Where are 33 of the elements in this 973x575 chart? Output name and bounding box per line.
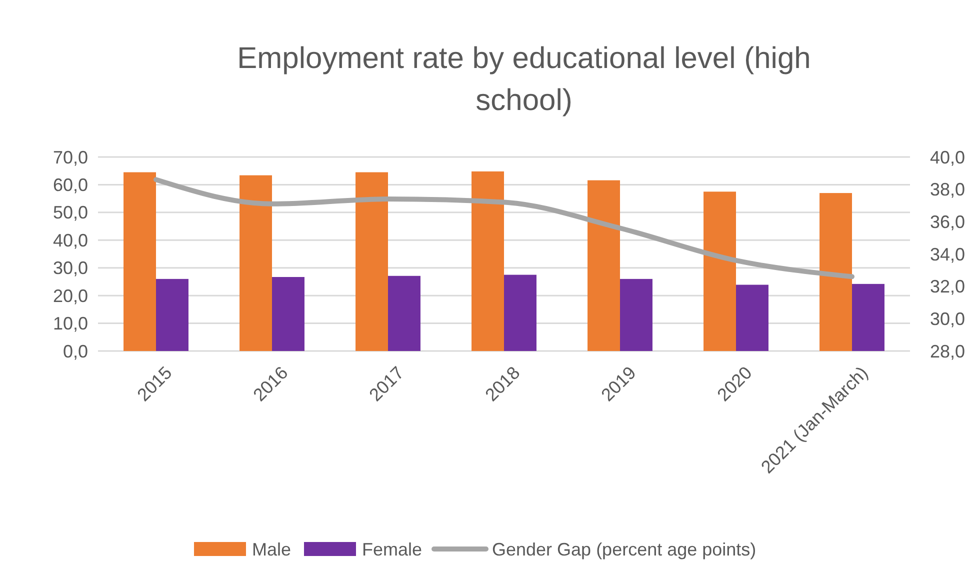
- bar: [820, 193, 852, 351]
- bar: [588, 180, 620, 351]
- bar: [156, 278, 188, 351]
- y2-tick-label: 32,0: [930, 276, 966, 297]
- bar: [356, 172, 388, 351]
- y-tick-label: 10,0: [52, 314, 88, 334]
- y-tick-label: 50,0: [52, 202, 88, 223]
- y2-tick-label: 28,0: [930, 341, 966, 362]
- y2-tick-label: 34,0: [930, 244, 966, 264]
- bar: [504, 274, 536, 351]
- bar: [736, 284, 768, 351]
- chart-title: Employment rate by educational level (high school): [237, 42, 811, 117]
- y2-tick-label: 30,0: [930, 308, 966, 329]
- y2-tick-label: 40,0: [930, 147, 966, 168]
- y-tick-label: 60,0: [52, 175, 88, 196]
- y2-tick-label: 36,0: [930, 212, 966, 232]
- bar: [240, 175, 272, 351]
- y2-tick-label: 38,0: [930, 180, 966, 200]
- y-tick-label: 40,0: [52, 230, 88, 250]
- legend-label: Gender Gap (percent age points): [492, 539, 756, 560]
- y-tick-label: 0,0: [62, 341, 88, 362]
- bar: [704, 192, 736, 351]
- bar: [124, 172, 156, 351]
- legend-label: Male: [252, 539, 292, 560]
- bar: [472, 171, 504, 351]
- bar: [620, 278, 652, 351]
- y-tick-label: 70,0: [52, 147, 88, 168]
- bar: [272, 277, 304, 351]
- y-tick-label: 30,0: [52, 258, 88, 278]
- y-tick-label: 20,0: [52, 286, 88, 306]
- legend-label: Female: [362, 539, 422, 560]
- bar: [852, 284, 884, 351]
- bar: [388, 276, 420, 351]
